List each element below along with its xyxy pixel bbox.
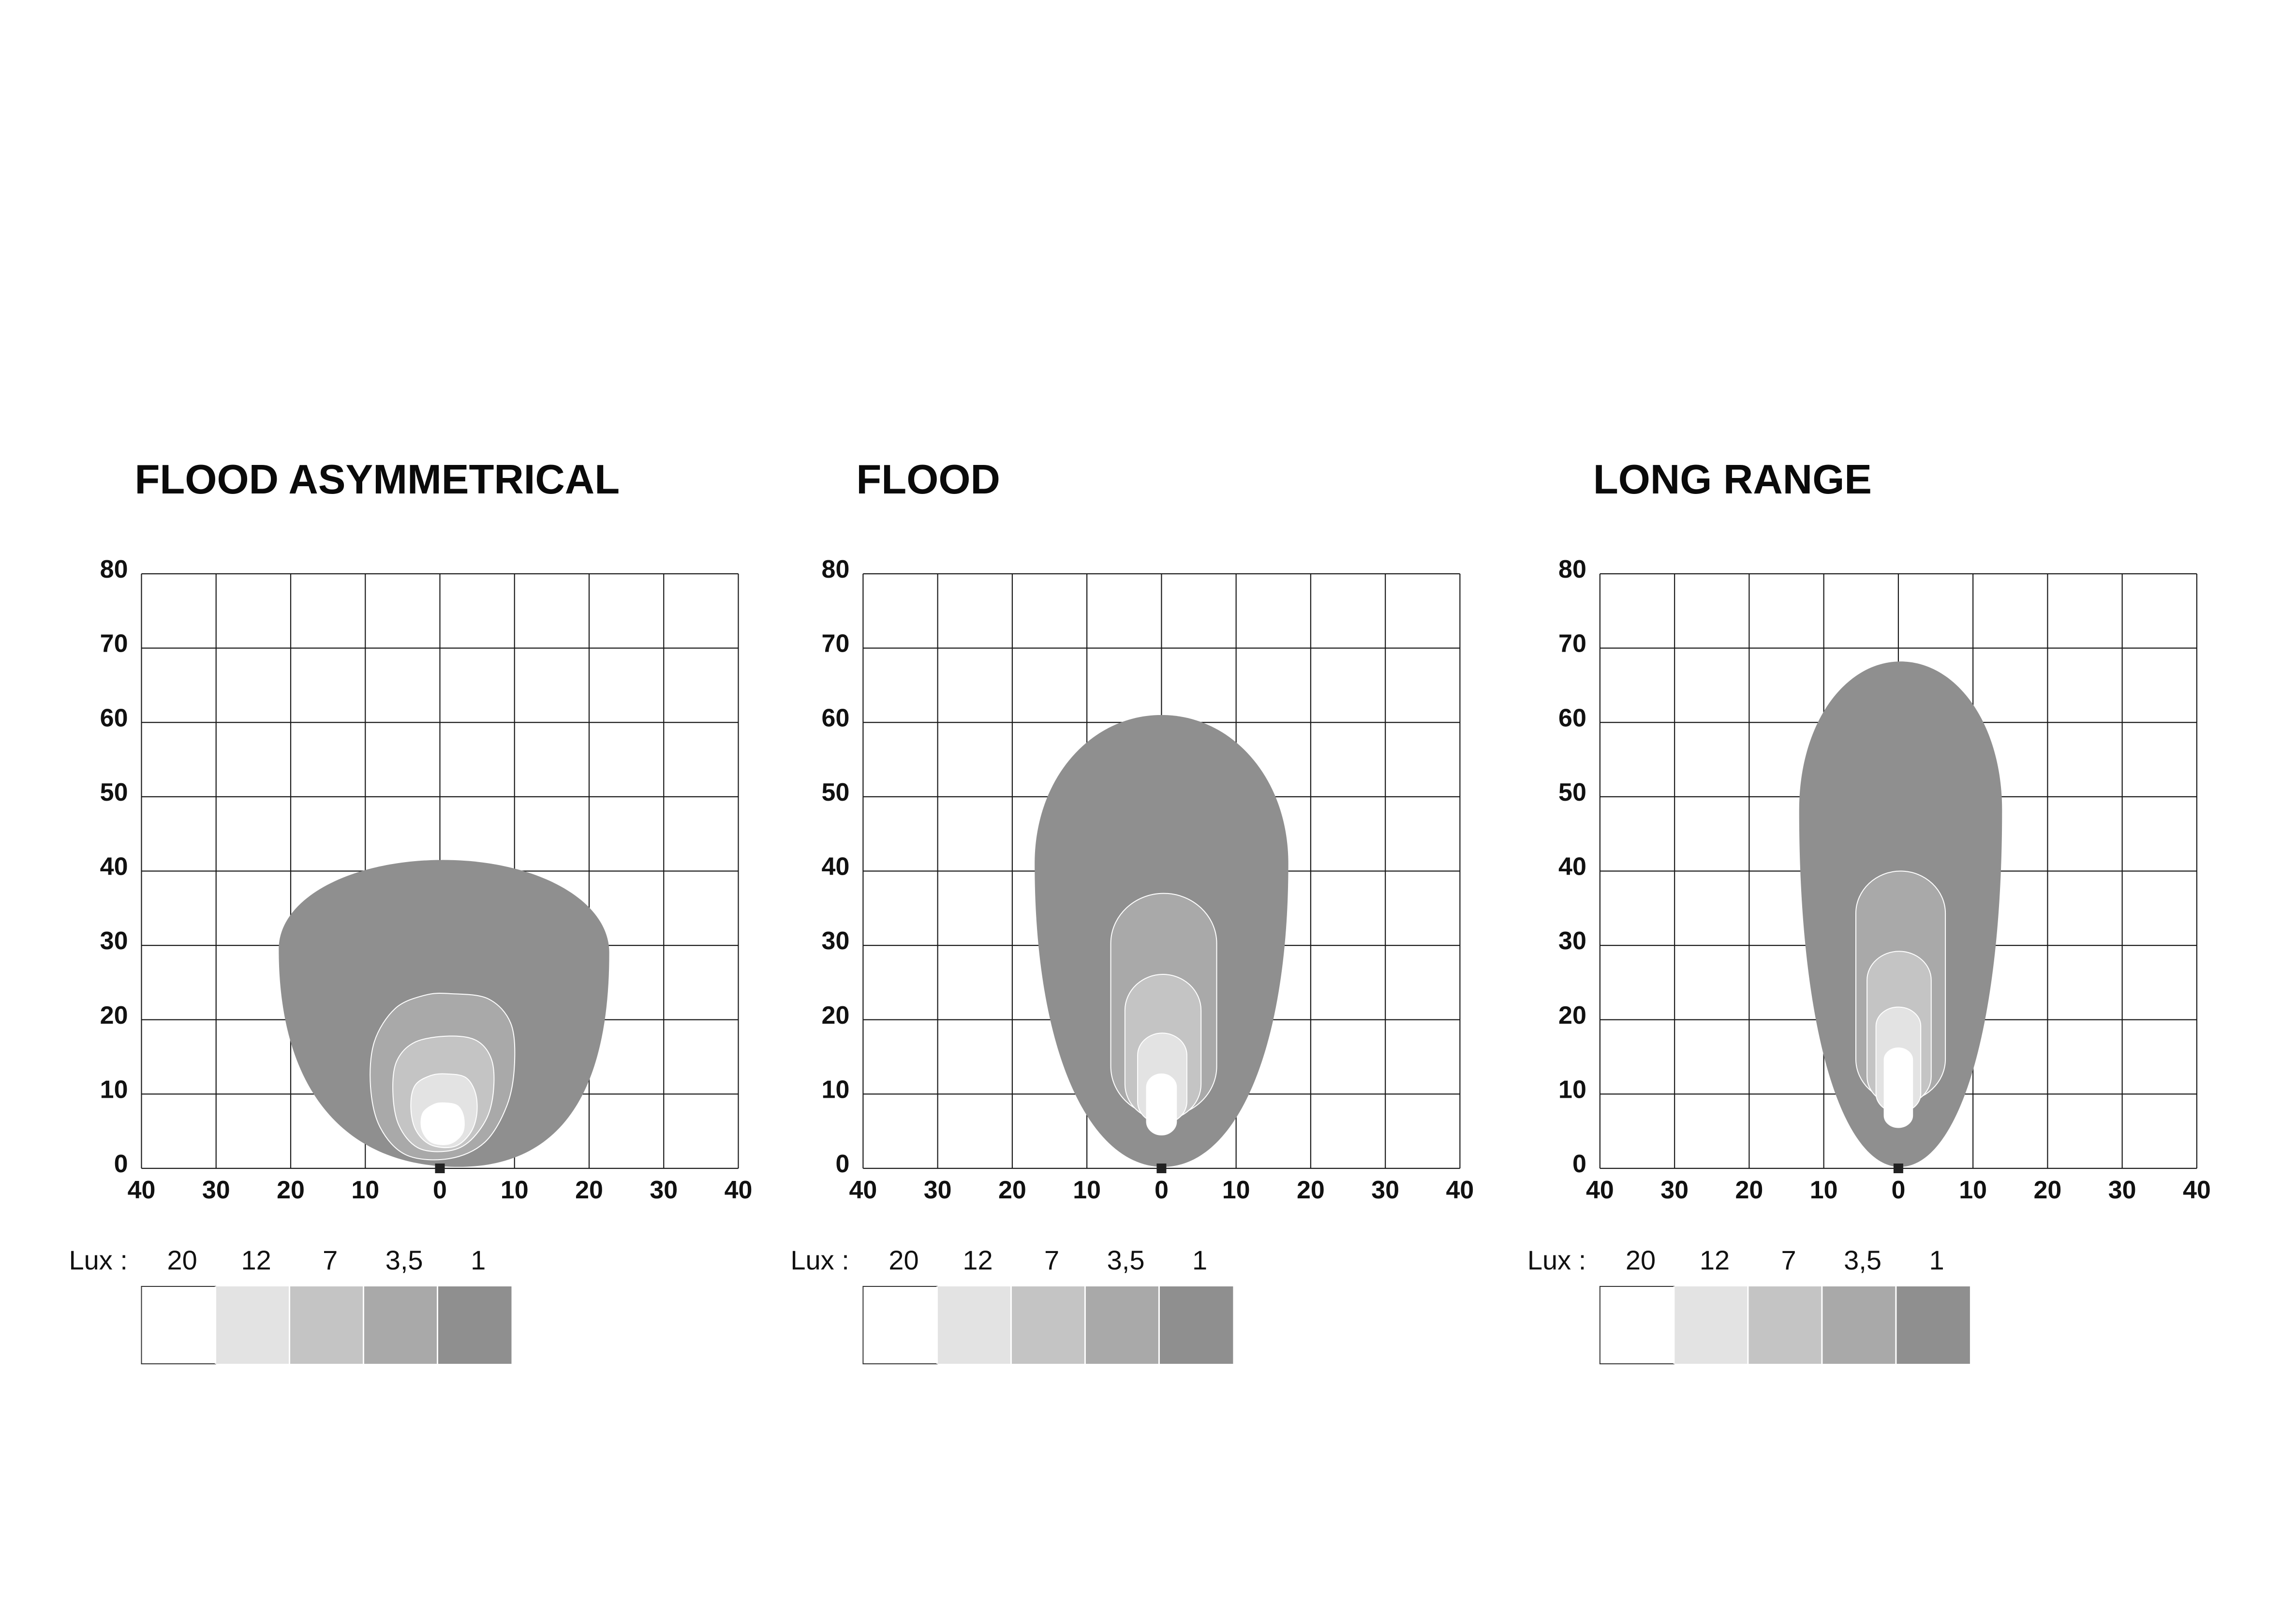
svg-text:10: 10	[100, 1075, 128, 1104]
svg-text:40: 40	[849, 1176, 877, 1204]
svg-text:20: 20	[277, 1176, 305, 1204]
svg-text:7: 7	[1044, 1245, 1059, 1275]
svg-text:50: 50	[822, 778, 850, 806]
svg-text:10: 10	[351, 1176, 379, 1204]
svg-text:12: 12	[241, 1245, 271, 1275]
svg-text:Lux :: Lux :	[1527, 1245, 1586, 1275]
svg-text:30: 30	[1558, 927, 1586, 955]
svg-text:40: 40	[100, 853, 128, 881]
svg-text:3,5: 3,5	[1107, 1245, 1145, 1275]
svg-text:10: 10	[822, 1075, 850, 1104]
svg-text:40: 40	[1446, 1176, 1474, 1204]
svg-text:0: 0	[1572, 1150, 1586, 1178]
svg-text:7: 7	[1781, 1245, 1796, 1275]
svg-text:1: 1	[1929, 1245, 1944, 1275]
svg-text:60: 60	[100, 704, 128, 732]
svg-text:40: 40	[822, 853, 850, 881]
svg-text:10: 10	[1810, 1176, 1838, 1204]
svg-text:60: 60	[822, 704, 850, 732]
svg-text:0: 0	[433, 1176, 447, 1204]
svg-text:60: 60	[1558, 704, 1586, 732]
svg-text:10: 10	[1073, 1176, 1101, 1204]
svg-text:50: 50	[100, 778, 128, 806]
svg-text:30: 30	[100, 927, 128, 955]
svg-text:10: 10	[501, 1176, 529, 1204]
svg-text:30: 30	[822, 927, 850, 955]
svg-text:0: 0	[114, 1150, 128, 1178]
svg-text:10: 10	[1558, 1075, 1586, 1104]
svg-text:30: 30	[1660, 1176, 1689, 1204]
svg-text:80: 80	[100, 555, 128, 583]
svg-text:20: 20	[889, 1245, 918, 1275]
svg-text:FLOOD ASYMMETRICAL: FLOOD ASYMMETRICAL	[135, 457, 620, 503]
svg-text:3,5: 3,5	[385, 1245, 423, 1275]
svg-text:12: 12	[963, 1245, 992, 1275]
svg-text:70: 70	[1558, 630, 1586, 658]
svg-text:FLOOD: FLOOD	[856, 457, 1000, 503]
svg-text:Lux :: Lux :	[790, 1245, 849, 1275]
svg-text:10: 10	[1222, 1176, 1250, 1204]
svg-text:70: 70	[822, 630, 850, 658]
svg-text:20: 20	[100, 1001, 128, 1030]
svg-text:0: 0	[1891, 1176, 1905, 1204]
svg-text:30: 30	[650, 1176, 678, 1204]
svg-text:40: 40	[1558, 853, 1586, 881]
svg-text:20: 20	[822, 1001, 850, 1030]
svg-text:7: 7	[323, 1245, 338, 1275]
svg-text:20: 20	[998, 1176, 1026, 1204]
svg-text:30: 30	[2108, 1176, 2136, 1204]
svg-text:80: 80	[822, 555, 850, 583]
svg-text:20: 20	[1735, 1176, 1763, 1204]
svg-text:LONG RANGE: LONG RANGE	[1593, 457, 1872, 503]
svg-text:50: 50	[1558, 778, 1586, 806]
svg-text:3,5: 3,5	[1844, 1245, 1881, 1275]
svg-text:20: 20	[1297, 1176, 1325, 1204]
svg-text:30: 30	[1371, 1176, 1399, 1204]
svg-text:12: 12	[1700, 1245, 1730, 1275]
svg-text:80: 80	[1558, 555, 1586, 583]
svg-text:20: 20	[167, 1245, 197, 1275]
svg-text:70: 70	[100, 630, 128, 658]
svg-text:20: 20	[2033, 1176, 2061, 1204]
svg-text:40: 40	[725, 1176, 753, 1204]
svg-text:40: 40	[2183, 1176, 2211, 1204]
svg-text:0: 0	[835, 1150, 849, 1178]
svg-text:20: 20	[575, 1176, 603, 1204]
svg-text:10: 10	[1959, 1176, 1987, 1204]
svg-text:40: 40	[1586, 1176, 1614, 1204]
svg-text:20: 20	[1558, 1001, 1586, 1030]
svg-text:30: 30	[924, 1176, 952, 1204]
svg-text:40: 40	[128, 1176, 156, 1204]
svg-text:Lux :: Lux :	[69, 1245, 128, 1275]
svg-text:30: 30	[202, 1176, 230, 1204]
svg-text:1: 1	[1192, 1245, 1207, 1275]
svg-text:20: 20	[1626, 1245, 1656, 1275]
svg-text:0: 0	[1155, 1176, 1169, 1204]
svg-text:1: 1	[471, 1245, 486, 1275]
